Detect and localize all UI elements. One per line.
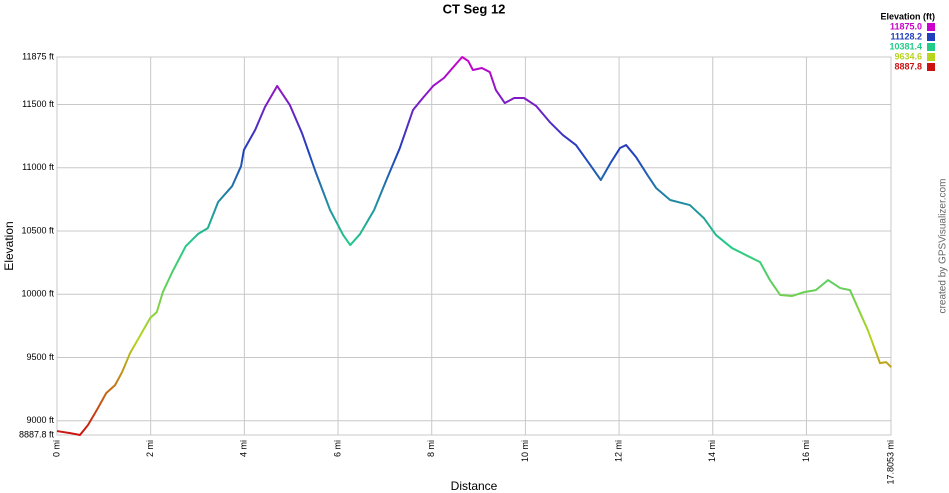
legend-label: 10381.4: [889, 41, 922, 51]
x-tick-label: 17.8053 mi: [885, 440, 895, 485]
x-tick-label: 12 mi: [613, 440, 623, 462]
legend-swatch: [927, 33, 935, 41]
y-tick-label: 8887.8 ft: [19, 429, 55, 439]
legend-label: 11128.2: [890, 31, 922, 41]
x-axis-label: Distance: [451, 479, 498, 493]
y-tick-label: 9500 ft: [26, 352, 54, 362]
x-tick-label: 2 mi: [145, 440, 155, 457]
x-tick-label: 16 mi: [801, 440, 811, 462]
x-tick-label: 4 mi: [239, 440, 249, 457]
legend-swatch: [927, 43, 935, 51]
legend-label: 9634.6: [894, 51, 922, 61]
y-tick-label: 9000 ft: [26, 415, 54, 425]
x-tick-label: 14 mi: [707, 440, 717, 462]
x-tick-label: 10 mi: [520, 440, 530, 462]
plot-frame: [56, 56, 892, 436]
y-tick-label: 11875 ft: [22, 51, 54, 61]
legend-label: 8887.8: [894, 61, 922, 71]
legend-swatch: [927, 23, 935, 31]
x-tick-label: 8 mi: [426, 440, 436, 457]
x-tick-label: 6 mi: [332, 440, 342, 457]
legend-title: Elevation (ft): [880, 11, 935, 21]
legend-swatch: [927, 53, 935, 61]
x-tick-label: 0 mi: [51, 440, 61, 457]
chart-title: CT Seg 12: [443, 1, 506, 16]
y-axis-label: Elevation: [2, 221, 16, 270]
watermark: created by GPSVisualizer.com: [938, 179, 949, 314]
y-tick-label: 10500 ft: [21, 225, 54, 235]
elevation-line: [56, 56, 892, 436]
y-tick-label: 11000 ft: [22, 162, 54, 172]
legend-label: 11875.0: [890, 21, 922, 31]
y-tick-label: 11500 ft: [22, 99, 54, 109]
y-tick-label: 10000 ft: [21, 289, 54, 299]
legend-swatch: [927, 63, 935, 71]
